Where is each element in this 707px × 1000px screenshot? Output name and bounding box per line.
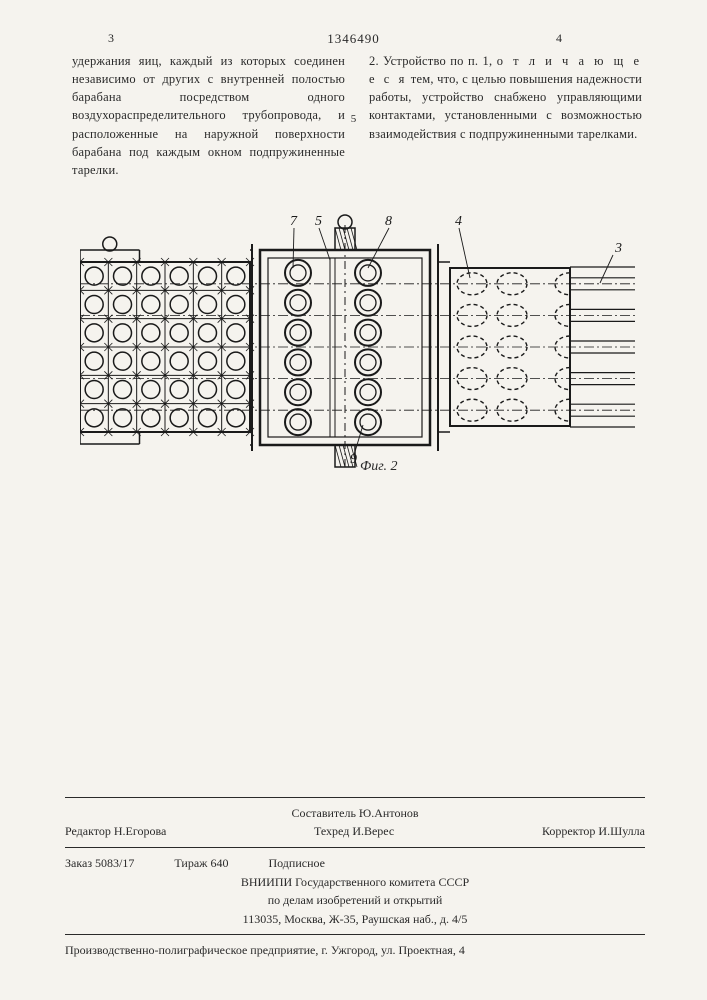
svg-text:3: 3 xyxy=(614,241,622,256)
editor: Редактор Н.Егорова xyxy=(65,822,166,841)
addr1: 113035, Москва, Ж-35, Раушская наб., д. … xyxy=(65,910,645,929)
line-number-5: 5 xyxy=(351,112,357,127)
svg-text:7: 7 xyxy=(290,214,298,229)
tirage: Тираж 640 xyxy=(174,854,228,873)
techred: Техред И.Верес xyxy=(314,822,394,841)
document-number: 1346490 xyxy=(327,30,380,48)
col2-rest: тем, что, с целью повышения надежности р… xyxy=(369,72,642,140)
subscription: Подписное xyxy=(268,854,325,873)
svg-text:5: 5 xyxy=(315,214,322,229)
column-1: удержания яиц, каждый из которых соедине… xyxy=(72,52,345,179)
org1: ВНИИПИ Государственного комитета СССР xyxy=(65,873,645,892)
compiler: Составитель Ю.Антонов xyxy=(65,804,645,823)
col2-lead: 2. Устройство по п. 1, xyxy=(369,54,497,68)
right-page-num: 4 xyxy=(556,30,562,46)
org2: по делам изобретений и открытий xyxy=(65,891,645,910)
svg-text:9: 9 xyxy=(350,452,357,467)
svg-text:4: 4 xyxy=(455,214,462,229)
column-2: 2. Устройство по п. 1, о т л и ч а ю щ е… xyxy=(369,52,642,179)
svg-text:8: 8 xyxy=(385,214,392,229)
corrector: Корректор И.Шулла xyxy=(542,822,645,841)
figure-2: 7 5 8 4 3 9 xyxy=(80,210,635,470)
left-page-num: 3 xyxy=(108,30,114,46)
figure-caption: Фиг. 2 xyxy=(360,458,398,477)
bottom-line: Производственно-полиграфическое предприя… xyxy=(65,941,645,960)
text-columns: удержания яиц, каждый из которых соедине… xyxy=(72,52,642,179)
footer-colophon: Составитель Ю.Антонов Редактор Н.Егорова… xyxy=(65,791,645,960)
order: Заказ 5083/17 xyxy=(65,854,134,873)
